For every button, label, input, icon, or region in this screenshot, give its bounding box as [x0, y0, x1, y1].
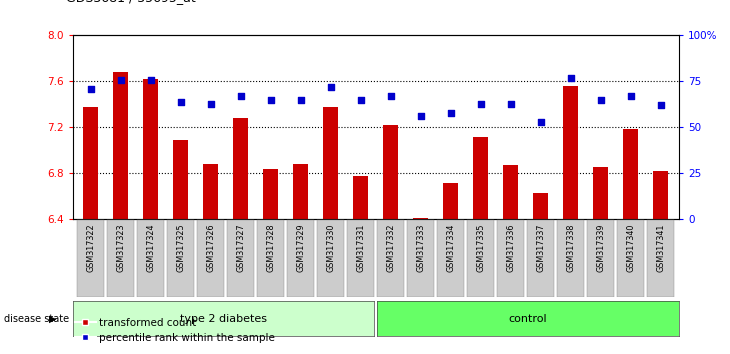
Text: GSM317330: GSM317330 [326, 223, 336, 272]
Bar [264, 169, 278, 219]
Text: GSM317326: GSM317326 [207, 223, 215, 272]
Text: GSM317338: GSM317338 [566, 223, 575, 272]
Bar [83, 107, 99, 219]
Point [325, 84, 337, 90]
Point [295, 97, 307, 103]
Text: GDS3681 / 35695_at: GDS3681 / 35695_at [66, 0, 196, 4]
Point [115, 77, 127, 82]
Bar [474, 137, 488, 219]
Text: GSM317339: GSM317339 [596, 223, 605, 272]
Text: type 2 diabetes: type 2 diabetes [180, 314, 267, 324]
Legend: transformed count, percentile rank within the sample: transformed count, percentile rank withi… [71, 314, 279, 347]
Point [595, 97, 607, 103]
FancyBboxPatch shape [618, 220, 645, 297]
FancyBboxPatch shape [77, 220, 104, 297]
FancyBboxPatch shape [588, 220, 615, 297]
Bar [593, 167, 608, 219]
Bar [564, 86, 578, 219]
Text: disease state: disease state [4, 314, 69, 324]
Bar [504, 165, 518, 219]
Point [205, 101, 217, 106]
Bar [353, 176, 369, 219]
Text: GSM317340: GSM317340 [626, 223, 635, 272]
Bar [443, 183, 458, 219]
Text: GSM317341: GSM317341 [656, 223, 666, 272]
FancyBboxPatch shape [467, 220, 494, 297]
Text: GSM317328: GSM317328 [266, 223, 275, 272]
Bar [174, 140, 188, 219]
Bar [383, 125, 399, 219]
Point [265, 97, 277, 103]
Text: ▶: ▶ [49, 314, 56, 324]
Text: GSM317325: GSM317325 [177, 223, 185, 272]
FancyBboxPatch shape [648, 220, 675, 297]
Point [655, 103, 666, 108]
Bar [204, 164, 218, 219]
FancyBboxPatch shape [558, 220, 585, 297]
Bar [293, 164, 309, 219]
Point [415, 114, 427, 119]
Point [505, 101, 517, 106]
Text: GSM317322: GSM317322 [86, 223, 96, 272]
Bar [534, 193, 548, 219]
Bar [113, 72, 128, 219]
FancyBboxPatch shape [318, 220, 345, 297]
FancyBboxPatch shape [167, 220, 194, 297]
Text: GSM317324: GSM317324 [147, 223, 155, 272]
Point [535, 119, 547, 125]
Point [475, 101, 487, 106]
Point [175, 99, 187, 104]
FancyBboxPatch shape [198, 220, 224, 297]
FancyBboxPatch shape [377, 220, 404, 297]
Text: GSM317323: GSM317323 [117, 223, 126, 272]
Text: GSM317337: GSM317337 [537, 223, 545, 272]
Text: GSM317333: GSM317333 [416, 223, 426, 272]
FancyBboxPatch shape [437, 220, 464, 297]
FancyBboxPatch shape [497, 220, 524, 297]
Bar [323, 107, 339, 219]
Point [565, 75, 577, 81]
Text: GSM317334: GSM317334 [447, 223, 456, 272]
Point [355, 97, 366, 103]
Point [235, 93, 247, 99]
FancyBboxPatch shape [137, 220, 164, 297]
Bar [234, 118, 248, 219]
FancyBboxPatch shape [107, 220, 134, 297]
Text: GSM317329: GSM317329 [296, 223, 305, 272]
FancyBboxPatch shape [527, 220, 554, 297]
FancyBboxPatch shape [258, 220, 285, 297]
Text: GSM317332: GSM317332 [386, 223, 396, 272]
Point [625, 93, 637, 99]
Bar [653, 171, 669, 219]
FancyBboxPatch shape [288, 220, 315, 297]
Bar [144, 79, 158, 219]
Point [445, 110, 457, 115]
Point [85, 86, 97, 92]
Text: GSM317331: GSM317331 [356, 223, 366, 272]
Text: GSM317336: GSM317336 [507, 223, 515, 272]
FancyBboxPatch shape [228, 220, 255, 297]
FancyBboxPatch shape [407, 220, 434, 297]
Text: control: control [509, 314, 548, 324]
Bar [413, 218, 429, 219]
Point [385, 93, 397, 99]
Text: GSM317335: GSM317335 [477, 223, 485, 272]
Bar [623, 129, 639, 219]
Text: GSM317327: GSM317327 [237, 223, 245, 272]
FancyBboxPatch shape [347, 220, 374, 297]
Point [145, 77, 157, 82]
